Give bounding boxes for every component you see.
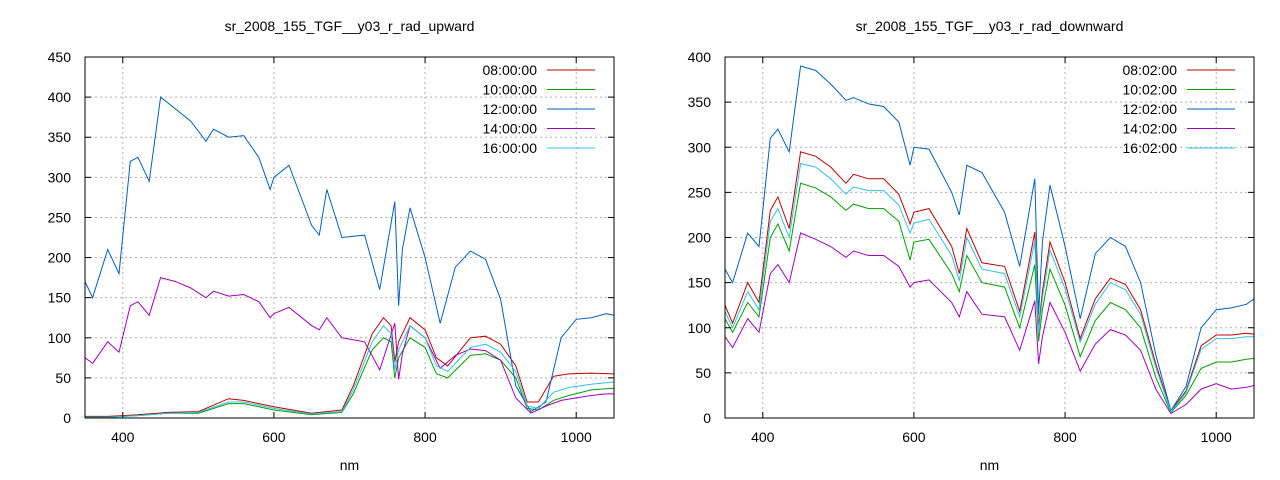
x-tick-label: 1000 (1201, 429, 1232, 445)
series-line-10:02:00 (725, 182, 1254, 414)
y-tick-label: 450 (48, 49, 72, 65)
x-axis-label: nm (980, 457, 999, 473)
y-tick-label: 100 (48, 330, 72, 346)
y-tick-label: 0 (63, 410, 71, 426)
series-line-14:00:00 (85, 276, 614, 414)
x-axis-label: nm (340, 457, 359, 473)
series-line-08:00:00 (85, 316, 614, 417)
series-line-16:02:00 (725, 162, 1254, 413)
series-line-14:02:00 (725, 232, 1254, 415)
x-tick-label: 400 (111, 429, 135, 445)
plot-frame (84, 56, 615, 419)
x-tick-label: 800 (413, 429, 437, 445)
y-tick-label: 250 (688, 184, 712, 200)
y-tick-label: 50 (55, 370, 71, 386)
y-tick-label: 300 (48, 169, 72, 185)
series-line-16:00:00 (85, 324, 614, 418)
legend-label: 12:00:00 (483, 101, 538, 117)
legend-label: 10:02:00 (1123, 82, 1178, 98)
series-line-08:02:00 (725, 151, 1254, 412)
legend-label: 16:00:00 (483, 140, 538, 156)
chart-title: sr_2008_155_TGF__y03_r_rad_upward (225, 18, 475, 34)
legend-label: 16:02:00 (1123, 140, 1178, 156)
y-tick-label: 350 (48, 129, 72, 145)
legend-label: 08:00:00 (483, 62, 538, 78)
series-line-12:00:00 (85, 96, 614, 413)
y-tick-label: 150 (48, 290, 72, 306)
y-tick-label: 250 (48, 209, 72, 225)
y-tick-label: 100 (688, 320, 712, 336)
y-tick-label: 350 (688, 94, 712, 110)
legend-label: 14:00:00 (483, 121, 538, 137)
y-tick-label: 200 (688, 230, 712, 246)
series-line-10:00:00 (85, 337, 614, 418)
y-tick-label: 400 (48, 89, 72, 105)
x-tick-label: 600 (902, 429, 926, 445)
legend-label: 12:02:00 (1123, 101, 1178, 117)
x-tick-label: 400 (751, 429, 775, 445)
y-tick-label: 400 (688, 49, 712, 65)
y-tick-label: 0 (703, 410, 711, 426)
y-tick-label: 300 (688, 139, 712, 155)
chart-2: 400 600 800 1000 0 50 100 150 200 250 300 350 400 sr_… (688, 18, 1255, 473)
y-tick-label: 200 (48, 250, 72, 266)
chart-1: 400 600 800 1000 0 50 100 150 200 250 300 350 400 450… (48, 18, 615, 473)
x-tick-label: 1000 (561, 429, 592, 445)
legend-label: 08:02:00 (1123, 62, 1178, 78)
series-line-12:02:00 (725, 65, 1254, 413)
chart-title: sr_2008_155_TGF__y03_r_rad_downward (856, 18, 1124, 34)
y-tick-label: 150 (688, 275, 712, 291)
y-tick-label: 50 (695, 365, 711, 381)
legend-label: 10:00:00 (483, 82, 538, 98)
x-tick-label: 800 (1053, 429, 1077, 445)
x-tick-label: 600 (262, 429, 286, 445)
legend-label: 14:02:00 (1123, 121, 1178, 137)
